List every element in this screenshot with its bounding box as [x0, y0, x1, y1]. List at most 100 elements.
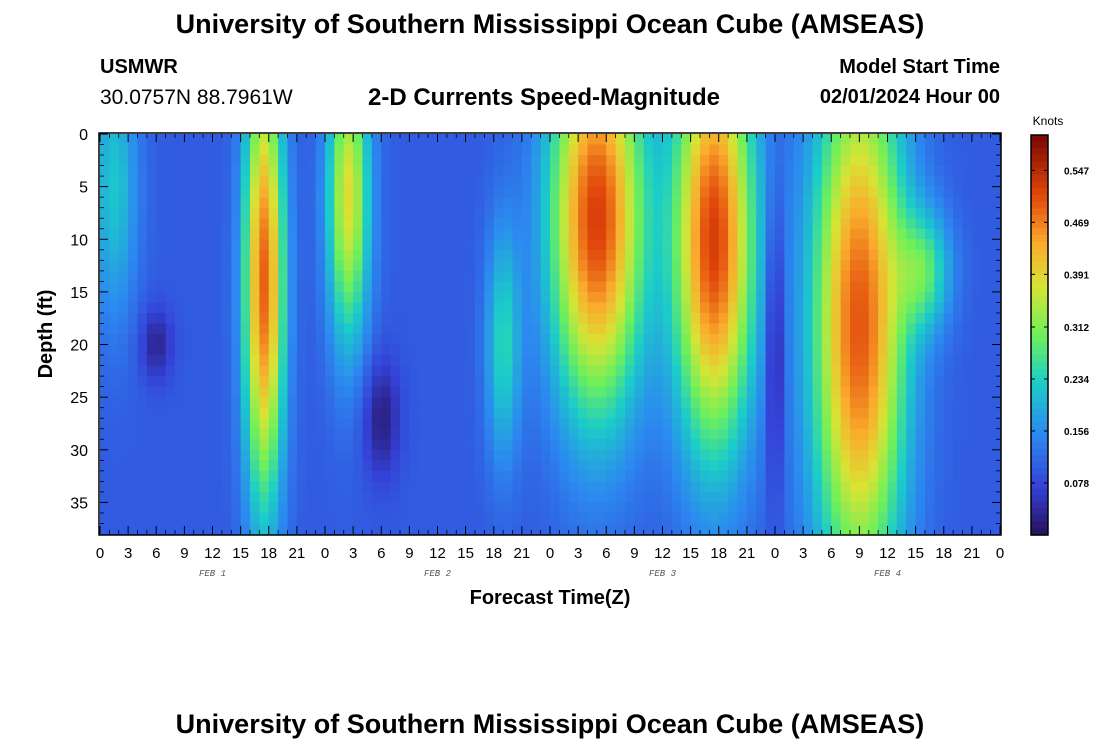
heatmap-cell: [193, 407, 204, 419]
heatmap-cell: [531, 249, 542, 261]
heatmap-cell: [109, 207, 120, 219]
heatmap-cell: [775, 439, 785, 451]
heatmap-cell: [821, 407, 832, 419]
heatmap-cell: [821, 512, 832, 525]
heatmap-cell: [503, 176, 514, 188]
heatmap-cell: [728, 355, 739, 367]
heatmap-cell: [709, 323, 720, 335]
heatmap-cell: [531, 344, 542, 356]
heatmap-cell: [746, 323, 757, 335]
heatmap-cell: [259, 512, 270, 525]
heatmap-cell: [156, 481, 167, 493]
heatmap-cell: [981, 491, 992, 504]
heatmap-cell: [690, 397, 701, 409]
heatmap-cell: [268, 334, 279, 346]
heatmap-cell: [559, 334, 570, 346]
heatmap-cell: [381, 155, 392, 167]
heatmap-cell: [203, 134, 214, 146]
heatmap-cell: [465, 334, 476, 346]
heatmap-cell: [456, 176, 467, 188]
heatmap-cell: [625, 302, 635, 314]
heatmap-cell: [559, 418, 570, 430]
heatmap-cell: [315, 228, 326, 240]
heatmap-cell: [362, 281, 373, 293]
heatmap-cell: [775, 144, 785, 156]
heatmap-cell: [896, 386, 907, 398]
heatmap-cell: [250, 323, 260, 335]
heatmap-cell: [953, 134, 964, 146]
heatmap-cell: [934, 355, 945, 367]
heatmap-cell: [512, 365, 523, 377]
heatmap-cell: [296, 376, 307, 388]
heatmap-cell: [109, 439, 120, 451]
heatmap-cell: [146, 439, 157, 451]
heatmap-cell: [775, 355, 785, 367]
heatmap-cell: [371, 291, 382, 304]
heatmap-cell: [231, 323, 242, 335]
heatmap-cell: [362, 134, 373, 146]
heatmap-cell: [390, 386, 401, 398]
heatmap-cell: [521, 165, 532, 177]
heatmap-cell: [165, 376, 176, 388]
heatmap-cell: [540, 323, 551, 335]
heatmap-cell: [381, 355, 392, 367]
day-label: FEB 3: [649, 569, 677, 579]
heatmap-cell: [990, 239, 1001, 251]
heatmap-cell: [578, 449, 589, 461]
heatmap-cell: [953, 365, 964, 377]
heatmap-cell: [859, 134, 870, 146]
heatmap-cell: [240, 134, 251, 146]
colorbar-tick-label: 0.078: [1064, 479, 1089, 490]
heatmap-cell: [212, 407, 223, 419]
heatmap-cell: [268, 481, 279, 493]
heatmap-cell: [700, 376, 710, 388]
heatmap-cell: [521, 376, 532, 388]
heatmap-cell: [484, 418, 495, 430]
heatmap-cell: [118, 197, 129, 209]
heatmap-cell: [353, 186, 364, 198]
heatmap-cell: [962, 470, 973, 482]
heatmap-cell: [137, 407, 148, 419]
heatmap-cell: [850, 155, 860, 167]
heatmap-cell: [390, 323, 401, 335]
heatmap-cell: [259, 397, 270, 409]
heatmap-cell: [981, 323, 992, 335]
heatmap-cell: [887, 165, 898, 177]
heatmap-cell: [578, 207, 589, 219]
heatmap-cell: [803, 407, 814, 419]
heatmap-cell: [446, 334, 457, 346]
heatmap-cell: [465, 144, 476, 156]
heatmap-cell: [625, 512, 635, 525]
heatmap-cell: [803, 418, 814, 430]
heatmap-cell: [259, 228, 270, 240]
heatmap-cell: [250, 291, 260, 304]
heatmap-cell: [737, 228, 748, 240]
heatmap-cell: [231, 260, 242, 272]
heatmap-cell: [315, 418, 326, 430]
heatmap-cell: [812, 460, 823, 472]
heatmap-cell: [718, 323, 729, 335]
heatmap-cell: [409, 365, 420, 377]
heatmap-cell: [971, 512, 982, 525]
heatmap-cell: [437, 365, 448, 377]
heatmap-cell: [184, 228, 195, 240]
heatmap-cell: [971, 249, 982, 261]
heatmap-cell: [746, 239, 757, 251]
heatmap-cell: [540, 281, 551, 293]
x-tick-label: 21: [289, 545, 306, 562]
heatmap-cell: [446, 281, 457, 293]
heatmap-cell: [568, 449, 579, 461]
heatmap-cell: [390, 449, 401, 461]
colorbar-segment: [1031, 228, 1048, 236]
heatmap-cell: [746, 134, 757, 146]
heatmap-cell: [606, 312, 617, 325]
heatmap-cell: [803, 365, 814, 377]
heatmap-cell: [540, 407, 551, 419]
heatmap-cell: [259, 197, 270, 209]
heatmap-cell: [840, 186, 851, 198]
heatmap-cell: [325, 165, 335, 177]
heatmap-cell: [287, 344, 298, 356]
heatmap-cell: [437, 407, 448, 419]
heatmap-cell: [578, 355, 589, 367]
heatmap-cell: [615, 365, 626, 377]
